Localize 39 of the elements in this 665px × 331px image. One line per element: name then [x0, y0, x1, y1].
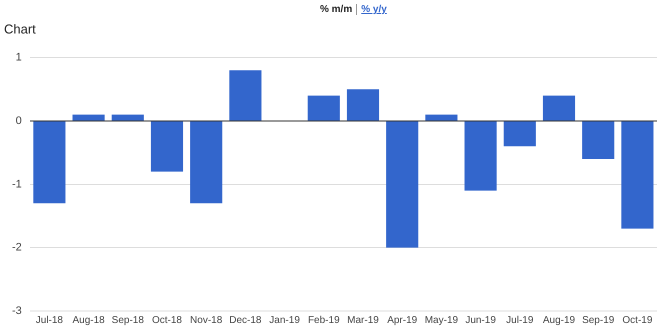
bar: [425, 114, 458, 120]
bar: [346, 89, 380, 120]
bar: [386, 121, 418, 248]
x-tick-label: Jul-18: [36, 314, 64, 326]
bar: [504, 121, 536, 146]
bar: [308, 96, 340, 120]
bar: [150, 121, 184, 172]
bar: [621, 121, 654, 229]
x-tick-label: Jun-19: [465, 314, 496, 326]
bar: [112, 114, 144, 120]
x-tick-label: Aug-18: [72, 314, 106, 326]
y-tick-label: -3: [12, 305, 22, 318]
y-tick-label: -1: [12, 178, 22, 190]
bar: [229, 70, 262, 120]
x-tick-label: Mar-19: [347, 314, 380, 326]
bar: [582, 121, 614, 159]
x-tick-label: Jan-19: [269, 314, 300, 326]
x-tick-label: Jul-19: [506, 314, 534, 326]
text: % m/m: [320, 4, 358, 15]
x-tick-label: Aug-19: [542, 314, 576, 326]
y-tick-label: -2: [12, 242, 22, 254]
bar: [464, 121, 497, 191]
x-tick-label: Sep-19: [582, 314, 615, 326]
bar: [33, 121, 66, 204]
x-tick-label: Nov-18: [190, 314, 223, 326]
bar: [190, 121, 222, 204]
y-tick-label: 0: [16, 114, 22, 127]
bar: [72, 114, 105, 120]
x-tick-label: Sep-18: [112, 314, 144, 326]
x-tick-label: Oct-18: [152, 314, 182, 326]
y-tick-label: 1: [16, 52, 22, 64]
x-tick-label: Dec-18: [229, 314, 262, 326]
chart-title: Chart: [4, 21, 36, 36]
x-tick-label: May-19: [424, 314, 458, 326]
text: % y/y: [361, 4, 387, 15]
x-tick-label: Apr-19: [387, 314, 418, 326]
x-tick-label: Feb-19: [308, 314, 340, 326]
bar: [542, 96, 576, 120]
x-tick-label: Oct-19: [622, 314, 653, 326]
